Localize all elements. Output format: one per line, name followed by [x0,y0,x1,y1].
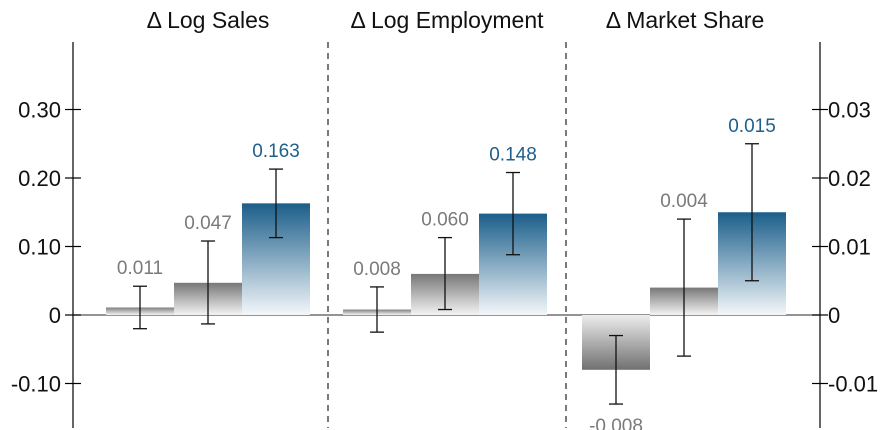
data-label: 0.163 [252,141,300,162]
right-tick-label: 0.03 [828,98,871,123]
data-label: 0.015 [728,116,776,137]
right-tick-label: 0.01 [828,235,871,260]
left-tick-label: 0.10 [18,235,61,260]
data-label: -0.008 [589,416,643,430]
panel-title: Δ Log Sales [147,7,270,33]
right-tick-label: 0 [828,303,840,328]
left-tick-label: 0.30 [18,98,61,123]
data-label: 0.047 [184,213,232,234]
axes-layer: 0.30 0.20 0.10 0 -0.10 0.03 0.02 0.01 0 -0.01 [11,42,878,428]
data-label: 0.060 [421,210,469,231]
data-label: 0.004 [660,191,708,212]
right-tick-label: -0.01 [828,372,878,397]
panel-title: Δ Log Employment [350,7,544,33]
labels-layer: Δ Log Sales 0.011 0.047 0.163 Δ Log Employme… [117,7,776,430]
right-tick-label: 0.02 [828,166,871,191]
left-tick-label: 0 [49,303,61,328]
left-tick-label: -0.10 [11,372,61,397]
data-label: 0.148 [489,145,537,166]
panel-title: Δ Market Share [606,7,765,33]
bars-layer [106,143,786,405]
data-label: 0.008 [353,259,401,280]
left-tick-label: 0.20 [18,166,61,191]
data-label: 0.011 [117,258,163,279]
